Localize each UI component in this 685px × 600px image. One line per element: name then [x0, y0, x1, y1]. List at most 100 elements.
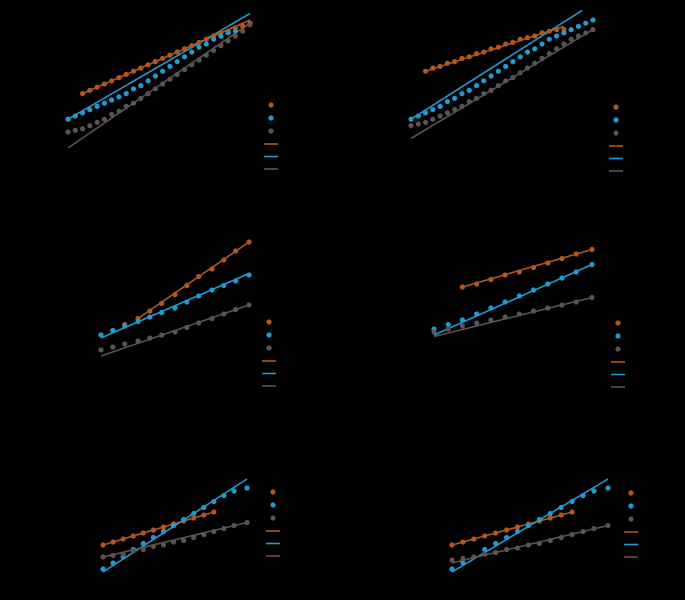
data-point-s2	[244, 485, 250, 491]
data-point-s1	[504, 527, 510, 533]
legend-marker-1	[268, 102, 274, 108]
data-point-s2	[147, 314, 153, 320]
data-point-s2	[221, 282, 227, 289]
data-point-s2	[189, 49, 195, 55]
data-point-s3	[101, 116, 107, 122]
data-point-s3	[473, 95, 480, 101]
data-point-s1	[488, 46, 494, 52]
data-point-s2	[218, 33, 224, 39]
data-point-s2	[79, 110, 86, 116]
data-point-s2	[561, 30, 567, 36]
data-point-s3	[130, 100, 137, 106]
data-point-s1	[189, 43, 195, 49]
data-point-s1	[573, 251, 579, 257]
data-point-s3	[495, 83, 501, 89]
chart-panel-1	[65, 12, 278, 170]
legend-marker-2	[270, 502, 276, 508]
data-point-s3	[502, 314, 508, 320]
data-point-s1	[452, 59, 458, 65]
data-point-s1	[246, 239, 252, 245]
data-point-s1	[120, 536, 126, 542]
data-point-s3	[408, 123, 414, 129]
data-point-s2	[191, 510, 197, 517]
fit-line-3	[433, 296, 593, 338]
data-point-s2	[211, 36, 217, 42]
data-point-s2	[545, 281, 551, 287]
data-point-s3	[147, 335, 153, 341]
data-point-s3	[159, 332, 165, 338]
data-point-s1	[140, 530, 146, 536]
data-point-s2	[459, 317, 466, 323]
data-point-s2	[437, 103, 443, 109]
data-point-s2	[473, 83, 480, 89]
data-point-s1	[488, 276, 494, 283]
data-point-s2	[546, 36, 552, 42]
legend	[266, 489, 280, 557]
data-point-s1	[569, 509, 575, 515]
data-point-s3	[110, 344, 116, 350]
data-point-s2	[510, 59, 516, 65]
data-point-s3	[196, 57, 202, 63]
data-point-s3	[539, 55, 545, 62]
data-point-s1	[130, 68, 137, 74]
data-point-s3	[221, 311, 227, 317]
data-point-s2	[502, 299, 508, 305]
fit-line-2	[67, 12, 251, 120]
data-point-s2	[504, 534, 510, 541]
legend-marker-2	[613, 117, 619, 123]
data-point-s3	[422, 119, 429, 125]
data-point-s1	[116, 75, 122, 81]
data-point-s2	[196, 44, 202, 50]
data-point-s3	[561, 41, 567, 47]
data-point-s1	[481, 49, 487, 55]
data-point-s1	[589, 246, 595, 253]
data-point-s2	[474, 311, 480, 317]
chart-panel-6	[449, 478, 638, 573]
data-point-s1	[516, 269, 522, 275]
data-point-s1	[510, 39, 516, 46]
data-point-s3	[167, 76, 173, 82]
data-point-s1	[109, 78, 115, 84]
data-point-s3	[218, 43, 224, 49]
data-point-s2	[516, 293, 522, 299]
data-point-s2	[150, 534, 156, 541]
data-point-s2	[152, 73, 158, 79]
data-point-s2	[503, 63, 509, 69]
chart-panel-3	[98, 239, 276, 387]
data-point-s2	[536, 516, 542, 523]
data-point-s2	[532, 46, 538, 52]
data-point-s2	[445, 321, 451, 328]
data-point-s2	[209, 287, 215, 293]
data-point-s1	[233, 248, 239, 254]
data-point-s3	[449, 557, 455, 563]
data-point-s2	[591, 488, 597, 494]
data-point-s2	[122, 323, 128, 329]
data-point-s3	[98, 347, 104, 353]
legend	[611, 320, 625, 388]
legend	[624, 490, 638, 558]
data-point-s3	[437, 113, 443, 119]
data-point-s1	[203, 36, 209, 42]
data-point-s3	[138, 95, 144, 101]
data-point-s3	[211, 528, 217, 535]
data-point-s3	[459, 323, 466, 329]
data-point-s2	[524, 49, 531, 55]
data-point-s2	[530, 287, 537, 293]
data-point-s3	[589, 294, 595, 301]
data-point-s3	[466, 99, 472, 105]
data-point-s1	[123, 71, 129, 77]
data-point-s2	[231, 488, 237, 494]
data-point-s1	[471, 536, 477, 542]
legend-marker-3	[615, 346, 621, 352]
data-point-s1	[517, 36, 523, 42]
data-point-s3	[160, 542, 167, 548]
data-point-s2	[430, 107, 436, 113]
data-point-s2	[422, 110, 429, 116]
data-point-s1	[530, 264, 537, 271]
data-point-s1	[160, 55, 166, 62]
data-point-s2	[145, 78, 151, 84]
data-point-s1	[466, 54, 472, 60]
data-point-s3	[547, 537, 553, 544]
data-point-s3	[211, 47, 217, 54]
data-point-s3	[191, 534, 197, 541]
